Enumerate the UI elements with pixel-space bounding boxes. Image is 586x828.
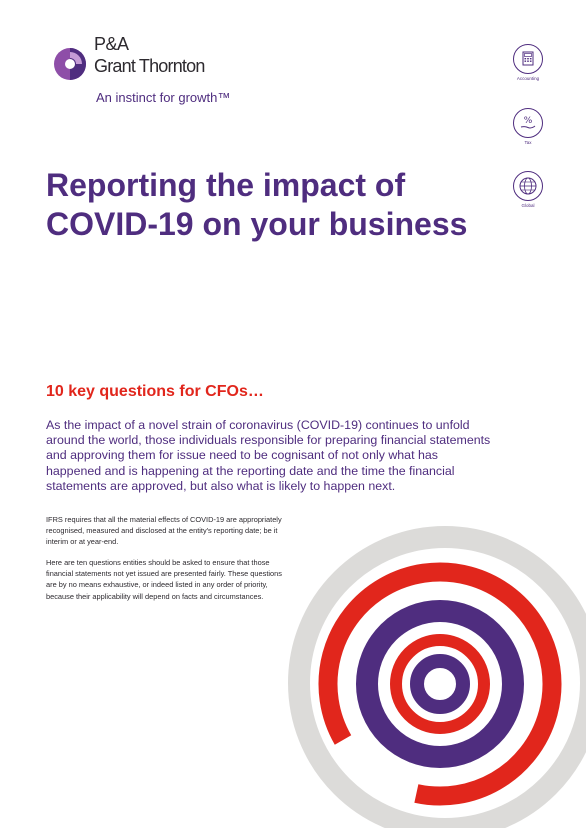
page-title: Reporting the impact of COVID-19 on your… <box>46 167 468 242</box>
body-paragraph: IFRS requires that all the material effe… <box>46 515 282 547</box>
logo-text-line1: P&A <box>94 34 129 54</box>
calculator-icon <box>513 44 543 74</box>
service-accounting[interactable]: Accounting <box>508 44 548 82</box>
globe-icon <box>513 171 543 201</box>
hand-percent-icon: % <box>513 108 543 138</box>
logo-mark-icon <box>54 48 86 80</box>
service-label: Tax <box>524 140 532 145</box>
inner-purple-ring <box>410 654 470 714</box>
body-paragraph: Here are ten questions entities should b… <box>46 558 282 601</box>
logo-tagline: An instinct for growth™ <box>96 90 231 105</box>
svg-text:%: % <box>524 116 533 126</box>
red-ring <box>318 562 562 806</box>
inner-red-ring <box>390 634 490 734</box>
service-global[interactable]: Global <box>508 171 548 209</box>
service-label: Global <box>521 203 535 208</box>
service-label: Accounting <box>516 76 540 81</box>
logo-text-line2: Grant Thornton <box>94 56 205 76</box>
company-logo[interactable]: P&A Grant Thornton An instinct for growt… <box>52 30 252 110</box>
purple-ring <box>356 600 524 768</box>
outer-grey-ring <box>288 526 586 828</box>
page-subtitle: 10 key questions for CFOs… <box>46 383 264 400</box>
lead-paragraph: As the impact of a novel strain of coron… <box>46 418 491 493</box>
service-tax[interactable]: % Tax <box>508 108 548 146</box>
